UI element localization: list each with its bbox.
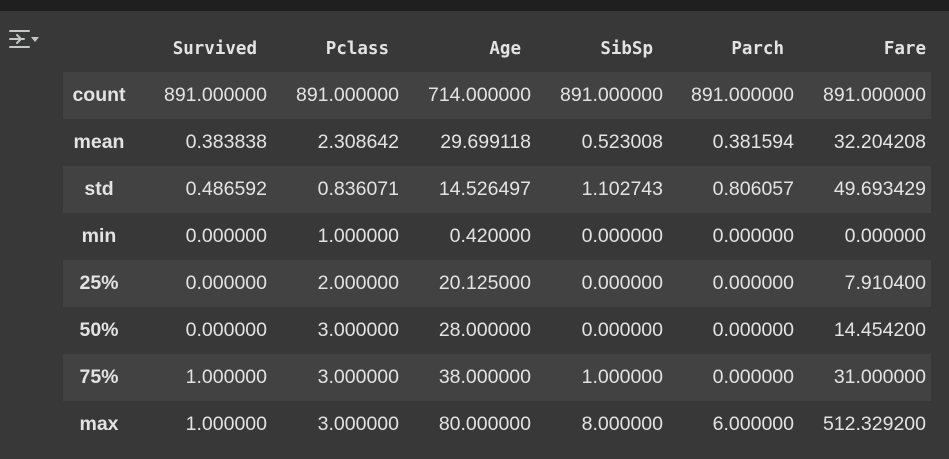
table-cell: 1.102743 <box>581 178 663 200</box>
column-header: Parch <box>663 25 794 72</box>
row-index-label: mean <box>73 131 125 153</box>
table-cell: 0.381594 <box>712 131 794 153</box>
table-cell: 2.308642 <box>317 131 399 153</box>
column-header: Pclass <box>267 25 399 72</box>
table-cell: 0.383838 <box>185 131 267 153</box>
table-cell: 0.486592 <box>185 178 267 200</box>
output-actions-icon-graphic <box>9 30 39 48</box>
table-cell: 0.000000 <box>844 225 926 247</box>
table-cell: 891.000000 <box>295 84 399 106</box>
table-cell: 0.000000 <box>712 272 794 294</box>
table-row: 75% 1.000000 3.000000 38.000000 1.000000 0.00… <box>63 354 931 401</box>
table-cell: 891.000000 <box>559 84 663 106</box>
table-cell: 0.000000 <box>185 225 267 247</box>
table-cell: 3.000000 <box>317 319 399 341</box>
row-index-label: count <box>72 84 126 106</box>
table-cell: 0.000000 <box>581 225 663 247</box>
table-cell: 891.000000 <box>163 84 267 106</box>
row-index-label: min <box>81 225 117 247</box>
table-cell: 2.000000 <box>317 272 399 294</box>
table-cell: 1.000000 <box>185 366 267 388</box>
table-cell: 8.000000 <box>581 413 663 435</box>
table-cell: 80.000000 <box>438 413 531 435</box>
table-cell: 1.000000 <box>317 225 399 247</box>
table-cell: 3.000000 <box>317 413 399 435</box>
table-cell: 0.523008 <box>581 131 663 153</box>
table-cell: 0.806057 <box>712 178 794 200</box>
table-cell: 0.000000 <box>185 272 267 294</box>
row-index-label: 25% <box>79 272 119 294</box>
table-cell: 1.000000 <box>185 413 267 435</box>
table-cell: 38.000000 <box>438 366 531 388</box>
column-header: Survived <box>135 25 267 72</box>
row-index-label: std <box>84 178 114 200</box>
table-cell: 0.000000 <box>712 366 794 388</box>
table-row: max 1.000000 3.000000 80.000000 8.000000 6.00… <box>63 401 931 448</box>
table-cell: 891.000000 <box>690 84 794 106</box>
describe-output-table: Survived Pclass Age SibSp Parch Fare cou… <box>63 25 931 448</box>
table-cell: 14.526497 <box>438 178 531 200</box>
table-cell: 49.693429 <box>833 178 926 200</box>
column-header: Age <box>399 25 531 72</box>
table-cell: 0.000000 <box>581 319 663 341</box>
table-row: count 891.000000 891.000000 714.000000 891.0… <box>63 72 931 119</box>
table-cell: 0.000000 <box>581 272 663 294</box>
table-cell: 6.000000 <box>712 413 794 435</box>
table-cell: 14.454200 <box>833 319 926 341</box>
cell-top-bar <box>0 0 949 11</box>
table-cell: 891.000000 <box>822 84 926 106</box>
table-cell: 3.000000 <box>317 366 399 388</box>
header-row: Survived Pclass Age SibSp Parch Fare <box>63 25 931 72</box>
table-cell: 1.000000 <box>581 366 663 388</box>
table-cell: 0.000000 <box>185 319 267 341</box>
index-header <box>63 25 135 72</box>
table-cell: 0.000000 <box>712 319 794 341</box>
table-cell: 32.204208 <box>833 131 926 153</box>
table-cell: 28.000000 <box>438 319 531 341</box>
dataframe-table: Survived Pclass Age SibSp Parch Fare cou… <box>63 25 931 448</box>
table-row: std 0.486592 0.836071 14.526497 1.102743 0.80… <box>63 166 931 213</box>
table-cell: 20.125000 <box>438 272 531 294</box>
table-cell: 7.910400 <box>844 272 926 294</box>
output-actions-icon[interactable] <box>8 28 40 52</box>
column-header: Fare <box>794 25 931 72</box>
table-cell: 0.836071 <box>317 178 399 200</box>
table-cell: 512.329200 <box>822 413 926 435</box>
table-cell: 714.000000 <box>427 84 531 106</box>
table-cell: 0.420000 <box>449 225 531 247</box>
row-index-label: max <box>79 413 119 435</box>
row-index-label: 50% <box>79 319 119 341</box>
column-header: SibSp <box>531 25 663 72</box>
table-cell: 0.000000 <box>712 225 794 247</box>
row-index-label: 75% <box>79 366 119 388</box>
table-row: 25% 0.000000 2.000000 20.125000 0.000000 0.00… <box>63 260 931 307</box>
table-row: min 0.000000 1.000000 0.420000 0.000000 0.000… <box>63 213 931 260</box>
table-cell: 31.000000 <box>833 366 926 388</box>
table-row: mean 0.383838 2.308642 29.699118 0.523008 0.3… <box>63 119 931 166</box>
table-row: 50% 0.000000 3.000000 28.000000 0.000000 0.00… <box>63 307 931 354</box>
table-cell: 29.699118 <box>440 131 531 153</box>
